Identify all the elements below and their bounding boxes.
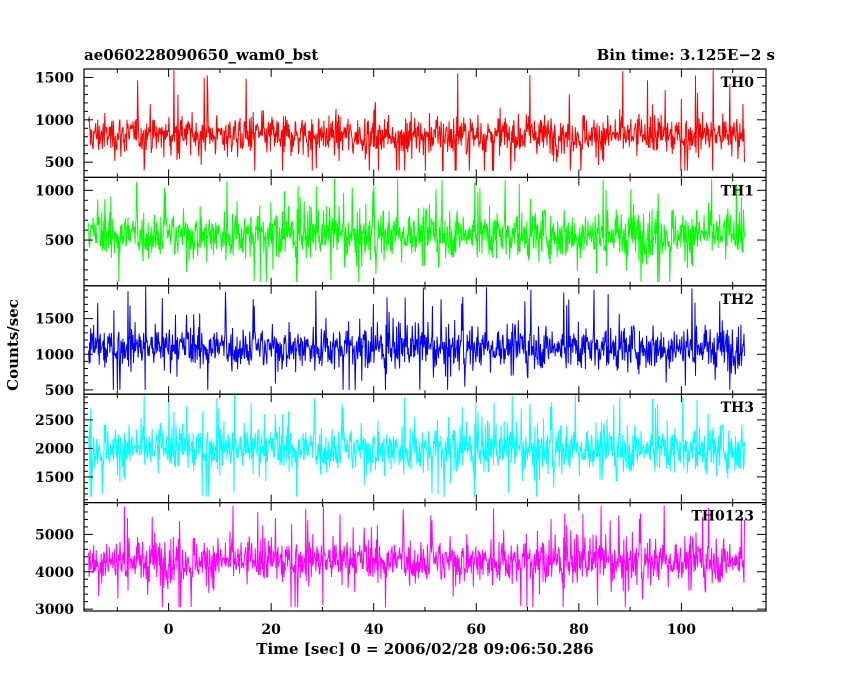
panel-label-th3: TH3: [721, 400, 754, 416]
y-tick-label: 500: [45, 233, 74, 249]
panel-label-th2: TH2: [721, 292, 754, 308]
y-tick-label: 500: [45, 383, 74, 399]
x-tick-label: 20: [261, 622, 281, 638]
y-tick-label: 500: [45, 155, 74, 171]
y-tick-label: 2500: [35, 413, 74, 429]
panel-th0123: 3000 4000 5000 TH0123: [35, 502, 767, 618]
x-tick-label: 40: [364, 622, 384, 638]
chart-title: ae060228090650_wam0_bst: [84, 46, 318, 64]
y-tick-label: 4000: [35, 565, 74, 581]
y-tick-label: 1000: [35, 183, 74, 199]
bin-time-label: Bin time: 3.125E−2 s: [597, 46, 775, 64]
series-line-th0123: [88, 505, 745, 608]
panel-th2: 500 1000 1500 TH2: [35, 285, 767, 399]
panel-th0: 500 1000 1500 TH0: [35, 68, 767, 179]
panel-th1: 500 1000 TH1: [35, 176, 767, 287]
panel-th3: 1500 2000 2500 TH3: [35, 393, 767, 504]
y-axis-title: Counts/sec: [4, 299, 22, 391]
y-tick-label: 3000: [35, 602, 74, 618]
x-tick-label: 0: [164, 622, 174, 638]
x-axis-title: Time [sec] 0 = 2006/02/28 09:06:50.286: [256, 640, 593, 658]
y-tick-label: 2000: [35, 441, 74, 457]
y-tick-label: 1000: [35, 347, 74, 363]
panel-label-th0123: TH0123: [691, 509, 754, 525]
panels-group: 500 1000 1500 TH0 500 1000 TH1 500 1000 1500 TH2 15…: [35, 68, 767, 618]
y-tick-label: 5000: [35, 527, 74, 543]
x-tick-label: 100: [667, 622, 696, 638]
y-tick-label: 1500: [35, 470, 74, 486]
panel-label-th0: TH0: [721, 75, 755, 91]
x-tick-label: 60: [467, 622, 487, 638]
x-axis-ticks: 0 20 40 60 80 100: [164, 622, 697, 638]
series-line-th0: [88, 70, 745, 172]
x-tick-label: 80: [569, 622, 589, 638]
series-line-th1: [88, 178, 745, 282]
series-line-th2: [88, 286, 745, 390]
y-tick-label: 1500: [35, 312, 74, 328]
y-tick-label: 1000: [35, 113, 74, 129]
y-tick-label: 1500: [35, 70, 74, 86]
series-line-th3: [88, 394, 745, 497]
panel-label-th1: TH1: [721, 183, 754, 199]
